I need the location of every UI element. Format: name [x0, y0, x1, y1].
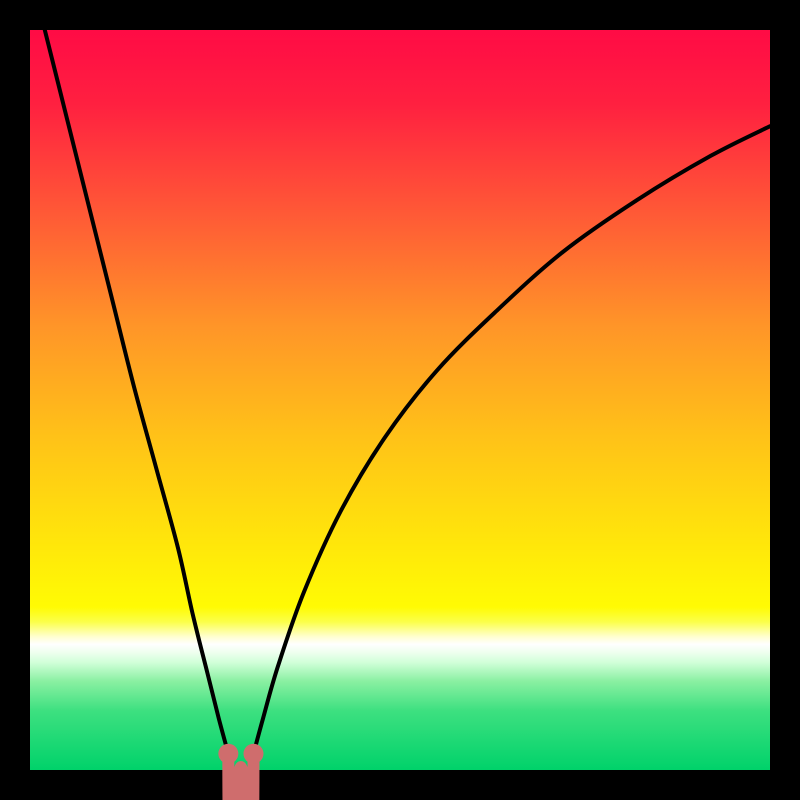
chart-frame — [0, 0, 800, 800]
endpoint-dot — [243, 744, 263, 764]
endpoint-dot — [218, 744, 238, 764]
chart-canvas: TheBottleneck.com — [0, 0, 800, 800]
plot-background — [30, 30, 770, 770]
